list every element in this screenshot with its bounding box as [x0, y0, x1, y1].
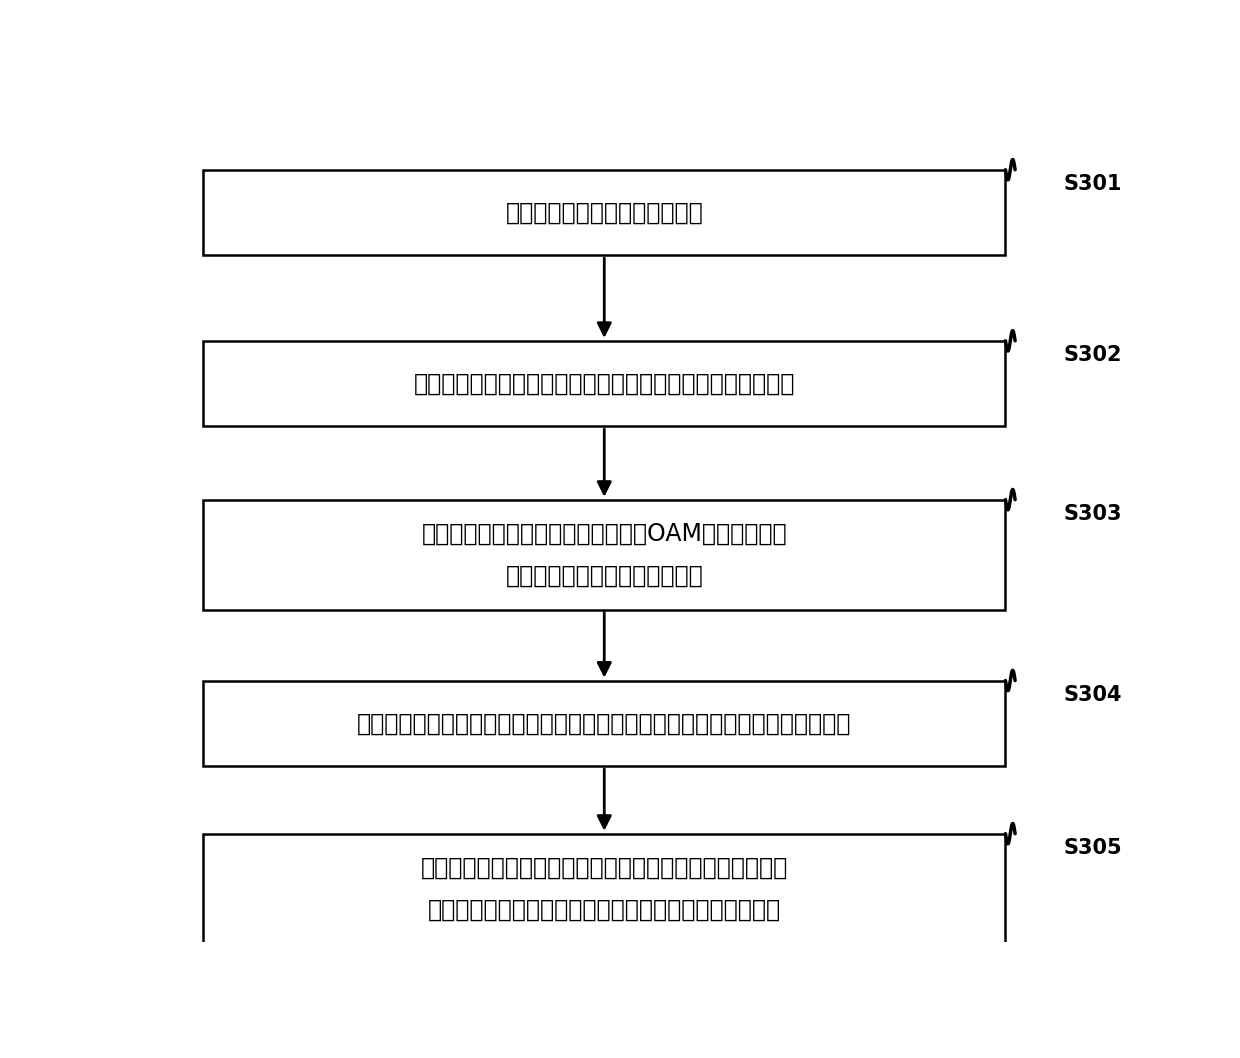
- Bar: [203, 341, 1006, 426]
- Text: S304: S304: [1063, 685, 1122, 705]
- Text: S302: S302: [1063, 345, 1122, 365]
- Text: 根据垂直接收的天线阵列产生的涡旋波，生成涡旋波幅度图像: 根据垂直接收的天线阵列产生的涡旋波，生成涡旋波幅度图像: [414, 371, 795, 396]
- Bar: [203, 680, 1006, 766]
- Text: S301: S301: [1063, 174, 1122, 194]
- Text: 垂直接收天线阵列产生的涡旋波: 垂直接收天线阵列产生的涡旋波: [506, 201, 703, 224]
- Text: S303: S303: [1063, 504, 1122, 524]
- Bar: [203, 169, 1006, 255]
- Text: 对所述涡旋波幅度图像利用涡旋波的OAM谱分析方法，: 对所述涡旋波幅度图像利用涡旋波的OAM谱分析方法，: [422, 522, 787, 546]
- Bar: [203, 499, 1006, 609]
- Text: 得到每种模态分量涡旋波的幅値: 得到每种模态分量涡旋波的幅値: [506, 564, 703, 588]
- Text: S305: S305: [1063, 838, 1122, 858]
- Text: 进而判断所述天线阵列是否达到圆形天线阵列的出厂标准: 进而判断所述天线阵列是否达到圆形天线阵列的出厂标准: [428, 898, 781, 922]
- Text: 判断所述天线阵列产生的目标涡旋波的纯度是否达到要求，: 判断所述天线阵列产生的目标涡旋波的纯度是否达到要求，: [420, 856, 787, 879]
- Text: 根据每种模态分量涡旋波的幅値，计算出所述天线阵列产生的目标涡旋波的纯度: 根据每种模态分量涡旋波的幅値，计算出所述天线阵列产生的目标涡旋波的纯度: [357, 711, 852, 735]
- Bar: [203, 834, 1006, 944]
